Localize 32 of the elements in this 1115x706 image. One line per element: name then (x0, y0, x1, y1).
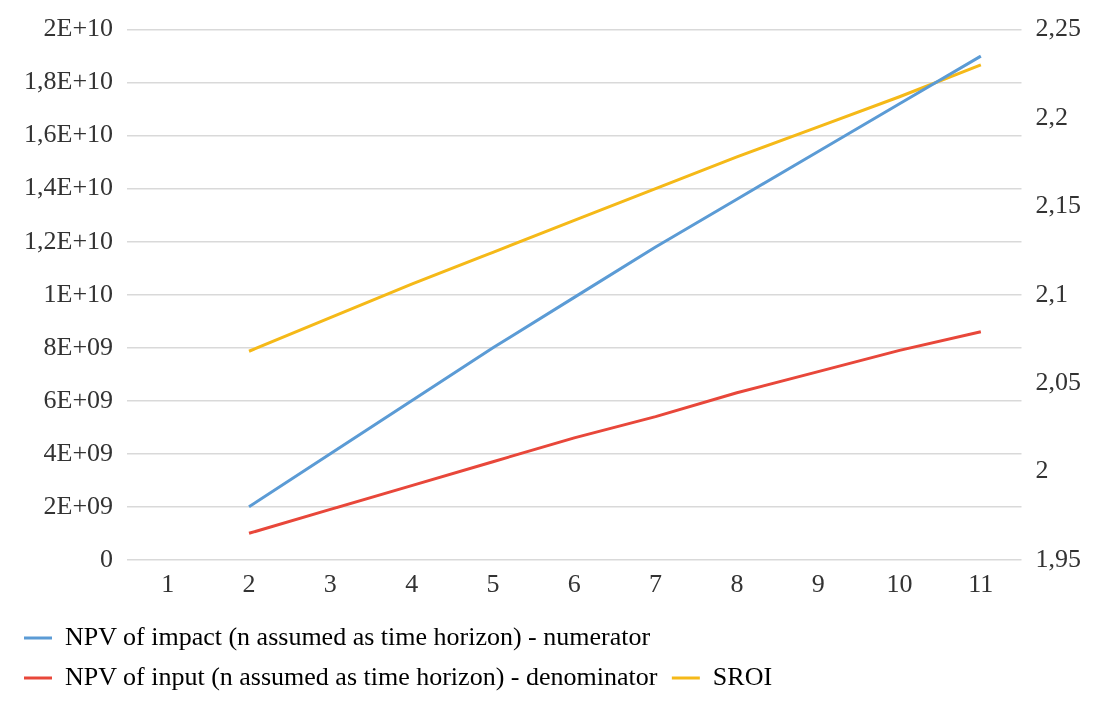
y2-tick-label: 2,05 (1035, 366, 1081, 396)
y-tick-label: 1,8E+10 (24, 66, 114, 96)
x-tick-label: 3 (323, 569, 337, 599)
y2-tick-label: 2 (1035, 455, 1049, 485)
y2-tick-label: 1,95 (1035, 543, 1081, 573)
x-tick-label: 1 (161, 569, 175, 599)
x-tick-label: 4 (405, 569, 419, 599)
y-tick-label: 4E+09 (43, 437, 114, 467)
y-tick-label: 2E+10 (43, 13, 114, 43)
y2-tick-label: 2,1 (1035, 278, 1068, 308)
y-tick-label: 1,6E+10 (24, 119, 114, 149)
x-tick-label: 5 (486, 569, 500, 599)
x-tick-label: 6 (567, 569, 581, 599)
x-tick-label: 7 (649, 569, 663, 599)
legend-label: NPV of impact (n assumed as time horizon) - numerator (65, 621, 651, 651)
x-tick-label: 11 (968, 569, 994, 599)
x-tick-label: 8 (730, 569, 744, 599)
y-tick-label: 1,2E+10 (24, 225, 114, 255)
y-tick-label: 6E+09 (43, 384, 114, 414)
x-tick-label: 10 (886, 569, 913, 599)
legend-label: NPV of input (n assumed as time horizon) - denominator (65, 661, 658, 691)
x-tick-label: 9 (811, 569, 825, 599)
y-tick-label: 0 (100, 543, 114, 573)
y-tick-label: 1,4E+10 (24, 172, 114, 202)
y-tick-label: 2E+09 (43, 490, 114, 520)
y-tick-label: 8E+09 (43, 331, 114, 361)
y-tick-label: 1E+10 (43, 278, 114, 308)
y2-tick-label: 2,2 (1035, 101, 1068, 131)
y2-tick-label: 2,25 (1035, 13, 1081, 43)
y2-tick-label: 2,15 (1035, 190, 1081, 220)
x-tick-label: 2 (242, 569, 256, 599)
legend-label: SROI (712, 661, 773, 691)
